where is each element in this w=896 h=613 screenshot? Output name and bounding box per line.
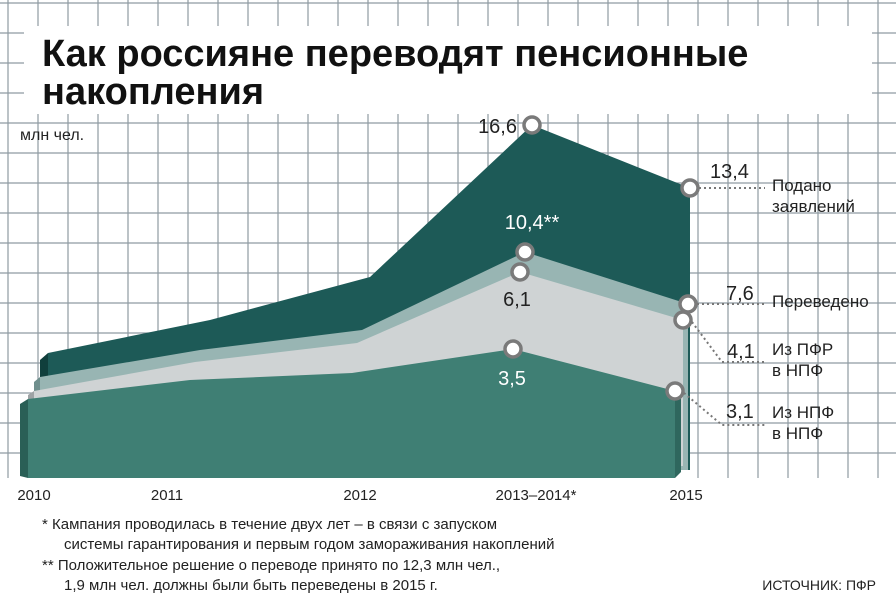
legend-npf-line-2: в НПФ [772,424,823,443]
area-npf-side [20,399,28,478]
legend-transferred: Переведено [772,292,869,311]
footnote-1-line-1: * Кампания проводилась в течение двух ле… [42,516,497,533]
value-transferred-2013: 10,4** [505,212,560,234]
value-npf-2015: 3,1 [726,401,754,423]
leader-npf [683,392,765,426]
legend-npf-line-1: Из НПФ [772,403,834,422]
legend-applications-line-2: заявлений [772,197,855,216]
footnote-2-line-1: ** Положительное решение о переводе прин… [42,557,500,574]
marker-npf-2015 [665,381,685,401]
x-tick-2011: 2011 [151,487,183,504]
unit-label: млн чел. [20,127,84,144]
value-applications-2013: 16,6 [478,116,517,138]
chart-title-line-1: Как россияне переводят пенсионные [42,33,748,75]
marker-transferred-2015 [678,294,698,314]
marker-pfr-2015 [673,310,693,330]
value-applications-2015: 13,4 [710,161,749,183]
value-pfr-2015: 4,1 [727,341,755,363]
marker-applications-2015 [680,178,700,198]
value-transferred-2015: 7,6 [726,283,754,305]
leader-pfr [691,321,765,363]
area-npf-edge [675,391,681,478]
marker-transferred-2013 [515,242,535,262]
chart-title-line-2: накопления [42,71,264,113]
value-npf-2013: 3,5 [498,368,526,390]
value-pfr-2013: 6,1 [503,289,531,311]
area-npf-front [28,349,675,478]
legend-applications-line-1: Подано [772,176,832,195]
x-tick-2013-2014: 2013–2014* [496,487,577,504]
x-tick-2010: 2010 [17,487,50,504]
x-tick-2015: 2015 [669,487,702,504]
area-npf-to-npf [20,349,681,478]
source-label: ИСТОЧНИК: ПФР [762,577,876,593]
legend-pfr-line-1: Из ПФР [772,340,833,359]
marker-pfr-2013 [510,262,530,282]
marker-applications-2013 [522,115,542,135]
footnote-1-line-2: системы гарантирования и первым годом за… [64,536,555,553]
legend-pfr-line-2: в НПФ [772,361,823,380]
marker-npf-2013 [503,339,523,359]
footnote-2-line-2: 1,9 млн чел. должны были быть переведены… [64,577,438,594]
title-backing [24,26,872,114]
x-tick-2012: 2012 [343,487,376,504]
